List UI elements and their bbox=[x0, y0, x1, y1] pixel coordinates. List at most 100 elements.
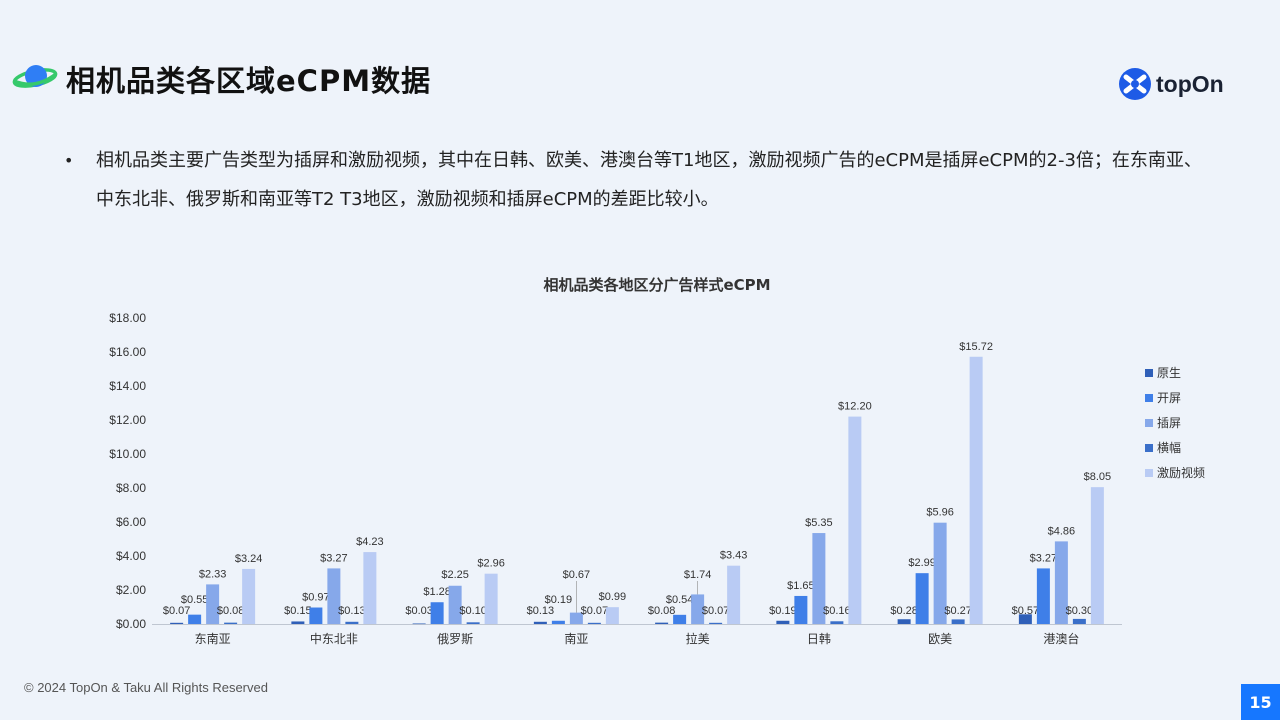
x-tick-label: 欧美 bbox=[928, 632, 952, 646]
bar bbox=[897, 619, 911, 624]
bar bbox=[776, 620, 790, 624]
x-tick-label: 南亚 bbox=[564, 631, 588, 646]
bar bbox=[915, 573, 929, 624]
y-tick-label: $4.00 bbox=[116, 549, 146, 563]
summary-text: 相机品类主要广告类型为插屏和激励视频，其中在日韩、欧美、港澳台等T1地区，激励视… bbox=[96, 150, 1202, 210]
bar bbox=[309, 607, 323, 624]
data-label: $15.72 bbox=[959, 341, 993, 353]
bar bbox=[691, 594, 705, 624]
bar bbox=[327, 568, 341, 624]
summary-bullet: • 相机品类主要广告类型为插屏和激励视频，其中在日韩、欧美、港澳台等T1地区，激… bbox=[64, 141, 1214, 219]
legend-swatch bbox=[1145, 369, 1153, 377]
page-number: 15 bbox=[1241, 684, 1280, 720]
bar bbox=[951, 619, 965, 624]
data-label: $0.07 bbox=[702, 605, 730, 617]
y-tick-label: $10.00 bbox=[109, 447, 146, 461]
y-tick-label: $14.00 bbox=[109, 379, 146, 393]
legend-swatch bbox=[1145, 444, 1153, 452]
brand-logo: topOn bbox=[1118, 67, 1224, 101]
legend-swatch bbox=[1145, 419, 1153, 427]
bar bbox=[170, 622, 184, 624]
y-tick-label: $16.00 bbox=[109, 345, 146, 359]
bar bbox=[933, 522, 947, 624]
data-label: $2.96 bbox=[477, 558, 505, 570]
y-tick-label: $2.00 bbox=[116, 583, 146, 597]
brand-name: topOn bbox=[1156, 70, 1224, 97]
data-label: $0.55 bbox=[181, 594, 209, 606]
data-label: $0.13 bbox=[338, 605, 366, 617]
data-label: $0.28 bbox=[890, 605, 918, 617]
legend-label: 激励视频 bbox=[1157, 465, 1205, 480]
data-label: $0.67 bbox=[563, 569, 591, 581]
bar bbox=[569, 612, 583, 624]
data-label: $8.05 bbox=[1084, 471, 1112, 483]
x-tick-label: 东南亚 bbox=[195, 631, 231, 646]
data-label: $4.86 bbox=[1048, 525, 1076, 537]
data-label: $0.08 bbox=[648, 605, 676, 617]
data-label: $3.24 bbox=[235, 553, 263, 565]
data-label: $0.13 bbox=[527, 605, 555, 617]
legend-swatch bbox=[1145, 394, 1153, 402]
bar bbox=[363, 552, 377, 624]
x-tick-label: 日韩 bbox=[807, 631, 831, 646]
bar bbox=[188, 614, 202, 624]
bar bbox=[848, 416, 862, 624]
bar bbox=[291, 621, 305, 624]
data-label: $12.20 bbox=[838, 401, 872, 413]
data-label: $2.33 bbox=[199, 568, 227, 580]
bar bbox=[1090, 487, 1104, 624]
data-label: $0.03 bbox=[405, 605, 433, 617]
bar bbox=[242, 568, 256, 624]
data-label: $2.99 bbox=[908, 557, 936, 569]
bar bbox=[727, 565, 741, 624]
data-label: $1.65 bbox=[787, 580, 815, 592]
chart-title: 相机品类各地区分广告样式eCPM bbox=[543, 276, 770, 294]
x-tick-label: 俄罗斯 bbox=[437, 632, 473, 646]
legend-label: 原生 bbox=[1157, 366, 1181, 380]
ecpm-bar-chart: 相机品类各地区分广告样式eCPM $0.00 $2.00 $4.00 $6.00 $8.0… bbox=[109, 276, 1205, 646]
page-title: 相机品类各区域eCPM数据 bbox=[66, 64, 432, 98]
data-label: $0.10 bbox=[459, 605, 487, 617]
data-label: $0.16 bbox=[823, 605, 851, 617]
legend-label: 插屏 bbox=[1157, 416, 1181, 430]
bar bbox=[533, 621, 547, 624]
data-label: $0.15 bbox=[284, 605, 312, 617]
bar bbox=[345, 621, 359, 624]
bar bbox=[709, 622, 723, 624]
bar bbox=[969, 356, 983, 624]
bar bbox=[484, 573, 498, 624]
data-label: $2.25 bbox=[441, 569, 469, 581]
bar bbox=[1018, 614, 1032, 624]
bar bbox=[448, 585, 462, 624]
bar bbox=[206, 584, 220, 624]
y-tick-label: $0.00 bbox=[116, 617, 146, 631]
bar bbox=[551, 620, 565, 624]
data-label: $0.30 bbox=[1066, 605, 1094, 617]
y-tick-label: $8.00 bbox=[116, 481, 146, 495]
bar bbox=[812, 533, 826, 624]
planet-icon bbox=[12, 65, 58, 88]
x-tick-label: 中东北非 bbox=[310, 631, 358, 646]
bar bbox=[830, 621, 844, 624]
y-tick-label: $18.00 bbox=[109, 311, 146, 325]
data-label: $1.74 bbox=[684, 569, 712, 581]
data-label: $3.27 bbox=[320, 552, 348, 564]
bar bbox=[430, 602, 444, 624]
data-label: $0.07 bbox=[581, 605, 609, 617]
x-tick-label: 港澳台 bbox=[1043, 631, 1079, 646]
legend-label: 开屏 bbox=[1157, 391, 1181, 405]
data-label: $0.19 bbox=[545, 594, 573, 606]
x-tick-label: 拉美 bbox=[686, 631, 710, 646]
bar bbox=[224, 622, 238, 624]
bar bbox=[794, 595, 808, 624]
data-label: $4.23 bbox=[356, 536, 384, 548]
bar bbox=[655, 622, 669, 624]
legend-swatch bbox=[1145, 469, 1153, 477]
data-label: $3.27 bbox=[1030, 552, 1058, 564]
data-label: $0.99 bbox=[599, 591, 627, 603]
y-tick-label: $12.00 bbox=[109, 413, 146, 427]
bar bbox=[587, 622, 601, 624]
data-label: $5.35 bbox=[805, 517, 833, 529]
legend-label: 横幅 bbox=[1157, 440, 1181, 455]
data-label: $3.43 bbox=[720, 550, 748, 562]
